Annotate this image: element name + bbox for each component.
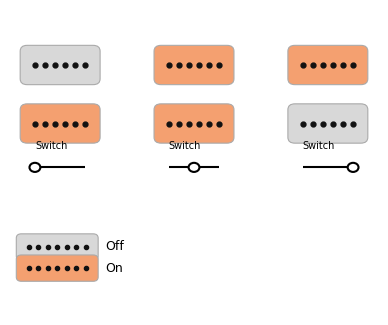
Circle shape	[189, 163, 199, 172]
Circle shape	[348, 163, 359, 172]
FancyBboxPatch shape	[288, 45, 368, 84]
FancyBboxPatch shape	[288, 104, 368, 143]
FancyBboxPatch shape	[154, 45, 234, 84]
Text: Switch: Switch	[169, 141, 201, 151]
FancyBboxPatch shape	[20, 45, 100, 84]
Text: Switch: Switch	[303, 141, 335, 151]
FancyBboxPatch shape	[16, 255, 98, 281]
Circle shape	[29, 163, 40, 172]
Text: Off: Off	[105, 240, 124, 254]
FancyBboxPatch shape	[16, 234, 98, 260]
Text: On: On	[105, 262, 123, 275]
FancyBboxPatch shape	[20, 104, 100, 143]
FancyBboxPatch shape	[154, 104, 234, 143]
Text: Switch: Switch	[35, 141, 67, 151]
